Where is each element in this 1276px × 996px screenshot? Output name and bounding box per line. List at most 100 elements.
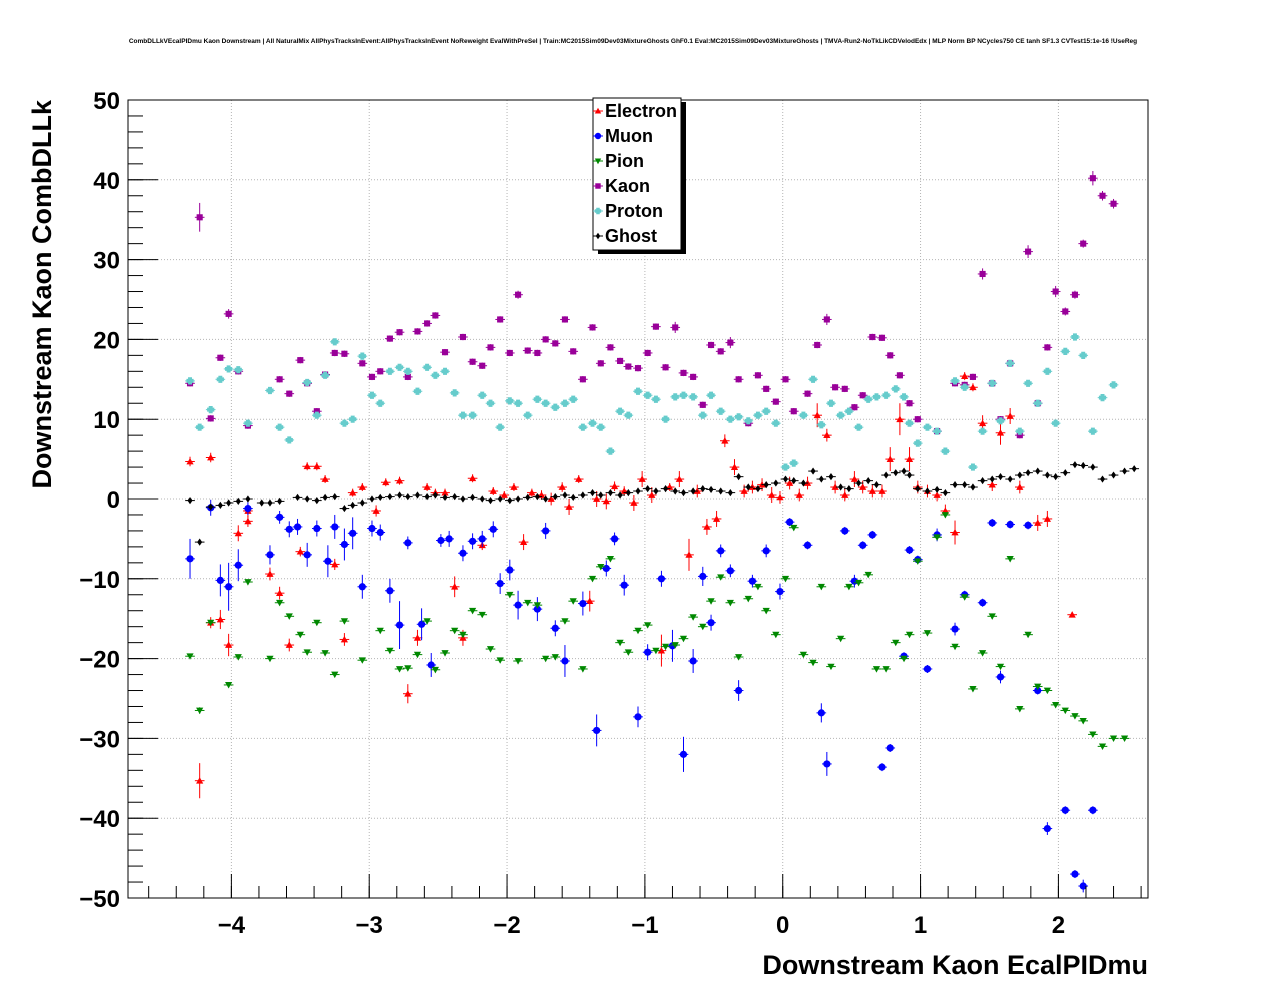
data-point-kaon bbox=[780, 376, 791, 383]
marker bbox=[524, 347, 531, 354]
marker bbox=[597, 360, 604, 367]
marker bbox=[386, 587, 394, 595]
data-point-pion bbox=[394, 666, 405, 673]
marker bbox=[1089, 175, 1096, 182]
data-point-pion bbox=[977, 650, 988, 657]
data-point-electron bbox=[339, 633, 350, 646]
data-point-pion bbox=[205, 619, 216, 627]
data-point-ghost bbox=[205, 503, 216, 511]
marker bbox=[598, 491, 604, 499]
marker bbox=[680, 489, 687, 497]
marker bbox=[727, 339, 734, 346]
marker bbox=[690, 487, 696, 495]
data-point-muon bbox=[426, 653, 437, 677]
data-point-proton bbox=[477, 391, 488, 399]
marker bbox=[285, 436, 293, 444]
data-point-kaon bbox=[885, 352, 896, 359]
marker bbox=[441, 489, 449, 496]
marker bbox=[266, 570, 274, 577]
data-point-ghost bbox=[256, 499, 267, 507]
marker bbox=[689, 657, 697, 665]
data-point-pion bbox=[623, 649, 634, 656]
data-point-kaon bbox=[706, 341, 716, 349]
marker bbox=[652, 323, 659, 330]
data-point-pion bbox=[950, 643, 960, 651]
legend-entry-pion: Pion bbox=[593, 151, 644, 171]
data-point-pion bbox=[430, 666, 441, 674]
marker bbox=[506, 397, 514, 405]
y-tick-label: −10 bbox=[79, 567, 120, 594]
data-point-electron bbox=[347, 488, 358, 497]
marker bbox=[331, 349, 338, 357]
legend-label: Electron bbox=[605, 101, 677, 121]
marker bbox=[313, 411, 321, 419]
marker bbox=[423, 618, 431, 625]
marker bbox=[396, 329, 403, 336]
data-point-electron bbox=[812, 403, 823, 428]
data-point-ghost bbox=[1023, 469, 1033, 477]
marker bbox=[395, 477, 404, 484]
data-point-ghost bbox=[733, 473, 744, 481]
marker bbox=[510, 483, 518, 490]
marker bbox=[951, 643, 959, 651]
marker bbox=[217, 501, 223, 509]
data-point-pion bbox=[357, 657, 368, 664]
marker bbox=[413, 634, 422, 641]
data-point-ghost bbox=[522, 493, 533, 502]
data-point-electron bbox=[895, 403, 905, 436]
data-point-ghost bbox=[477, 495, 488, 503]
marker bbox=[717, 407, 725, 415]
data-point-muon bbox=[504, 559, 515, 581]
marker bbox=[486, 646, 495, 653]
data-point-electron bbox=[284, 638, 295, 652]
data-point-electron bbox=[729, 459, 740, 476]
marker bbox=[786, 479, 794, 486]
data-point-proton bbox=[339, 419, 350, 427]
data-point-kaon bbox=[1097, 190, 1108, 201]
data-point-pion bbox=[265, 655, 275, 663]
data-point-electron bbox=[295, 546, 306, 557]
data-point-pion bbox=[725, 599, 736, 607]
data-point-ghost bbox=[367, 495, 377, 503]
data-point-kaon bbox=[753, 372, 763, 379]
marker bbox=[469, 358, 476, 365]
marker bbox=[630, 499, 638, 506]
data-point-ghost bbox=[753, 485, 763, 493]
marker bbox=[304, 495, 310, 503]
marker bbox=[244, 419, 252, 427]
marker bbox=[679, 750, 688, 758]
marker bbox=[1079, 882, 1087, 890]
marker bbox=[1080, 240, 1087, 247]
data-point-muon bbox=[540, 522, 551, 539]
marker bbox=[547, 495, 555, 502]
data-point-kaon bbox=[968, 373, 978, 381]
marker bbox=[905, 455, 914, 462]
data-point-electron bbox=[205, 452, 216, 463]
data-point-pion bbox=[568, 598, 579, 605]
data-point-proton bbox=[987, 379, 998, 387]
marker bbox=[616, 639, 624, 647]
marker bbox=[376, 627, 384, 635]
marker bbox=[589, 489, 596, 497]
marker bbox=[736, 473, 742, 481]
data-point-kaon bbox=[329, 349, 340, 357]
marker bbox=[432, 491, 438, 499]
marker bbox=[285, 613, 293, 620]
data-point-proton bbox=[725, 415, 736, 423]
data-point-kaon bbox=[802, 390, 813, 397]
data-point-muon bbox=[292, 518, 303, 535]
marker bbox=[552, 493, 558, 501]
marker bbox=[672, 487, 678, 495]
data-point-proton bbox=[375, 399, 386, 407]
data-point-ghost bbox=[1050, 473, 1061, 481]
data-point-electron bbox=[243, 515, 253, 527]
data-point-ghost bbox=[449, 493, 460, 501]
marker bbox=[645, 485, 651, 493]
data-point-electron bbox=[959, 372, 970, 381]
data-point-pion bbox=[1050, 702, 1061, 709]
data-point-electron bbox=[488, 487, 499, 496]
marker bbox=[762, 547, 770, 555]
marker bbox=[1053, 473, 1059, 481]
legend-marker bbox=[594, 107, 602, 114]
